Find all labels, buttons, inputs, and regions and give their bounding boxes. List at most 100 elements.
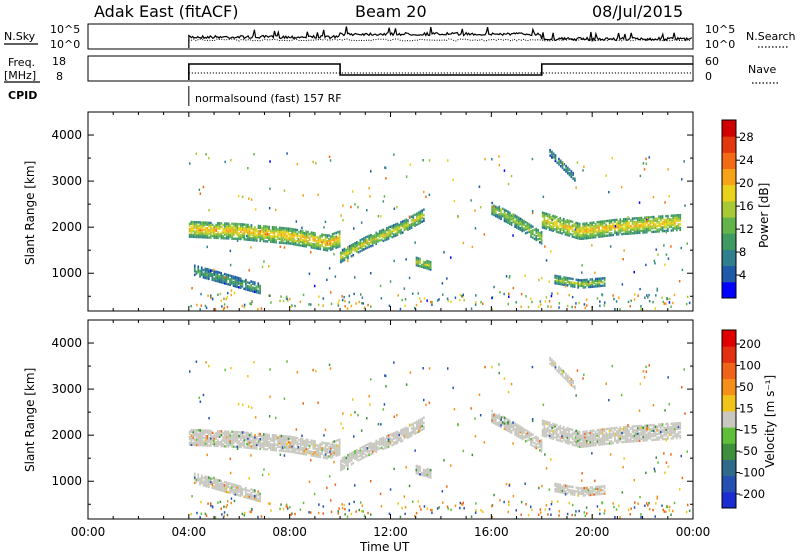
velocity-echo-cell — [496, 421, 499, 425]
velocity-echo-cell — [192, 441, 195, 445]
power-echo-cell — [674, 217, 676, 221]
velocity-echo-cell — [446, 505, 449, 508]
velocity-echo-cell — [663, 432, 666, 435]
power-echo-cell — [494, 207, 497, 210]
power-echo-cell — [197, 230, 200, 233]
power-echo-cell — [539, 233, 541, 237]
velocity-echo-cell — [394, 440, 397, 444]
velocity-echo-cell — [594, 485, 597, 489]
velocity-echo-cell — [570, 485, 572, 488]
velocity-echo-cell — [677, 425, 680, 429]
power-echo-cell — [577, 282, 579, 285]
power-echo-cell — [243, 223, 246, 226]
velocity-echo-cell — [640, 437, 643, 441]
velocity-echo-cell — [638, 439, 641, 443]
velocity-echo-cell — [194, 430, 196, 434]
power-echo-cell — [603, 221, 606, 225]
power-echo-cell — [280, 239, 283, 243]
velocity-echo-cell — [603, 429, 606, 433]
power-echo-cell — [225, 237, 228, 240]
velocity-echo-cell — [550, 433, 553, 436]
power-echo-cell — [570, 277, 572, 280]
power-echo-cell — [572, 277, 574, 281]
velocity-echo-cell — [416, 420, 418, 423]
velocity-echo-cell — [298, 439, 300, 442]
power-echo-cell — [517, 225, 520, 229]
power-echo-cell — [421, 215, 423, 218]
power-echo-cell — [239, 282, 242, 286]
power-echo-cell — [619, 225, 622, 229]
nsky-label: N.Sky — [4, 30, 36, 43]
power-echo-cell — [200, 268, 203, 271]
velocity-echo-cell — [220, 441, 223, 444]
velocity-echo-cell — [201, 434, 203, 438]
velocity-echo-cell — [371, 443, 374, 446]
velocity-echo-cell — [577, 435, 579, 439]
power-echo-cell — [544, 245, 546, 248]
velocity-echo-cell — [631, 429, 634, 432]
velocity-echo-cell — [592, 433, 595, 436]
velocity-echo-cell — [248, 439, 251, 442]
velocity-echo-cell — [638, 434, 641, 437]
power-echo-cell — [227, 228, 230, 231]
velocity-echo-cell — [600, 487, 602, 490]
power-echo-cell — [528, 225, 531, 228]
y-tick-label: 3000 — [51, 174, 82, 188]
velocity-echo-cell — [587, 493, 590, 497]
power-echo-cell — [601, 233, 604, 236]
power-echo-cell — [202, 276, 205, 279]
velocity-echo-cell — [262, 447, 265, 451]
velocity-echo-cell — [624, 425, 627, 429]
velocity-echo-cell — [252, 441, 255, 444]
power-echo-cell — [582, 278, 585, 282]
power-echo-cell — [412, 214, 415, 217]
velocity-echo-cell — [356, 456, 358, 459]
power-echo-cell — [407, 221, 409, 224]
velocity-echo-cell — [280, 434, 283, 438]
velocity-echo-cell — [204, 481, 207, 484]
velocity-echo-cell — [193, 474, 196, 477]
power-echo-cell — [287, 299, 289, 302]
power-echo-cell — [580, 235, 583, 239]
power-echo-cell — [301, 235, 304, 238]
power-echo-cell — [236, 232, 239, 235]
power-echo-cell — [207, 294, 209, 297]
velocity-echo-cell — [510, 422, 513, 425]
power-echo-cell — [559, 165, 562, 168]
velocity-echo-cell — [619, 439, 622, 442]
velocity-echo-cell — [262, 440, 265, 444]
velocity-echo-cell — [273, 448, 276, 452]
power-echo-cell — [644, 222, 646, 225]
power-echo-cell — [603, 227, 606, 230]
velocity-echo-cell — [250, 406, 253, 409]
velocity-echo-cell — [566, 432, 569, 436]
velocity-echo-cell — [416, 431, 418, 434]
velocity-echo-cell — [649, 433, 652, 436]
power-echo-cell — [335, 246, 337, 249]
power-echo-cell — [337, 242, 339, 245]
velocity-echo-cell — [315, 370, 317, 373]
power-echo-cell — [300, 233, 302, 236]
power-echo-cell — [319, 240, 322, 243]
velocity-echo-cell — [474, 511, 477, 514]
velocity-echo-cell — [393, 435, 395, 439]
velocity-echo-cell — [247, 431, 249, 435]
power-echo-cell — [252, 235, 255, 238]
power-echo-cell — [657, 253, 659, 256]
power-echo-cell — [310, 235, 313, 238]
power-echo-cell — [410, 226, 413, 229]
velocity-echo-cell — [555, 427, 558, 430]
power-echo-cell — [324, 245, 327, 248]
power-echo-cell — [508, 276, 511, 279]
power-echo-cell — [243, 232, 246, 236]
velocity-echo-cell — [621, 435, 623, 438]
power-echo-cell — [623, 249, 625, 252]
velocity-echo-cell — [221, 513, 223, 516]
power-echo-cell — [423, 190, 425, 194]
power-echo-cell — [252, 288, 254, 291]
velocity-echo-cell — [234, 491, 237, 494]
power-echo-cell — [638, 220, 641, 223]
power-echo-cell — [299, 300, 302, 303]
power-echo-cell — [521, 229, 523, 233]
power-echo-cell — [230, 276, 233, 280]
